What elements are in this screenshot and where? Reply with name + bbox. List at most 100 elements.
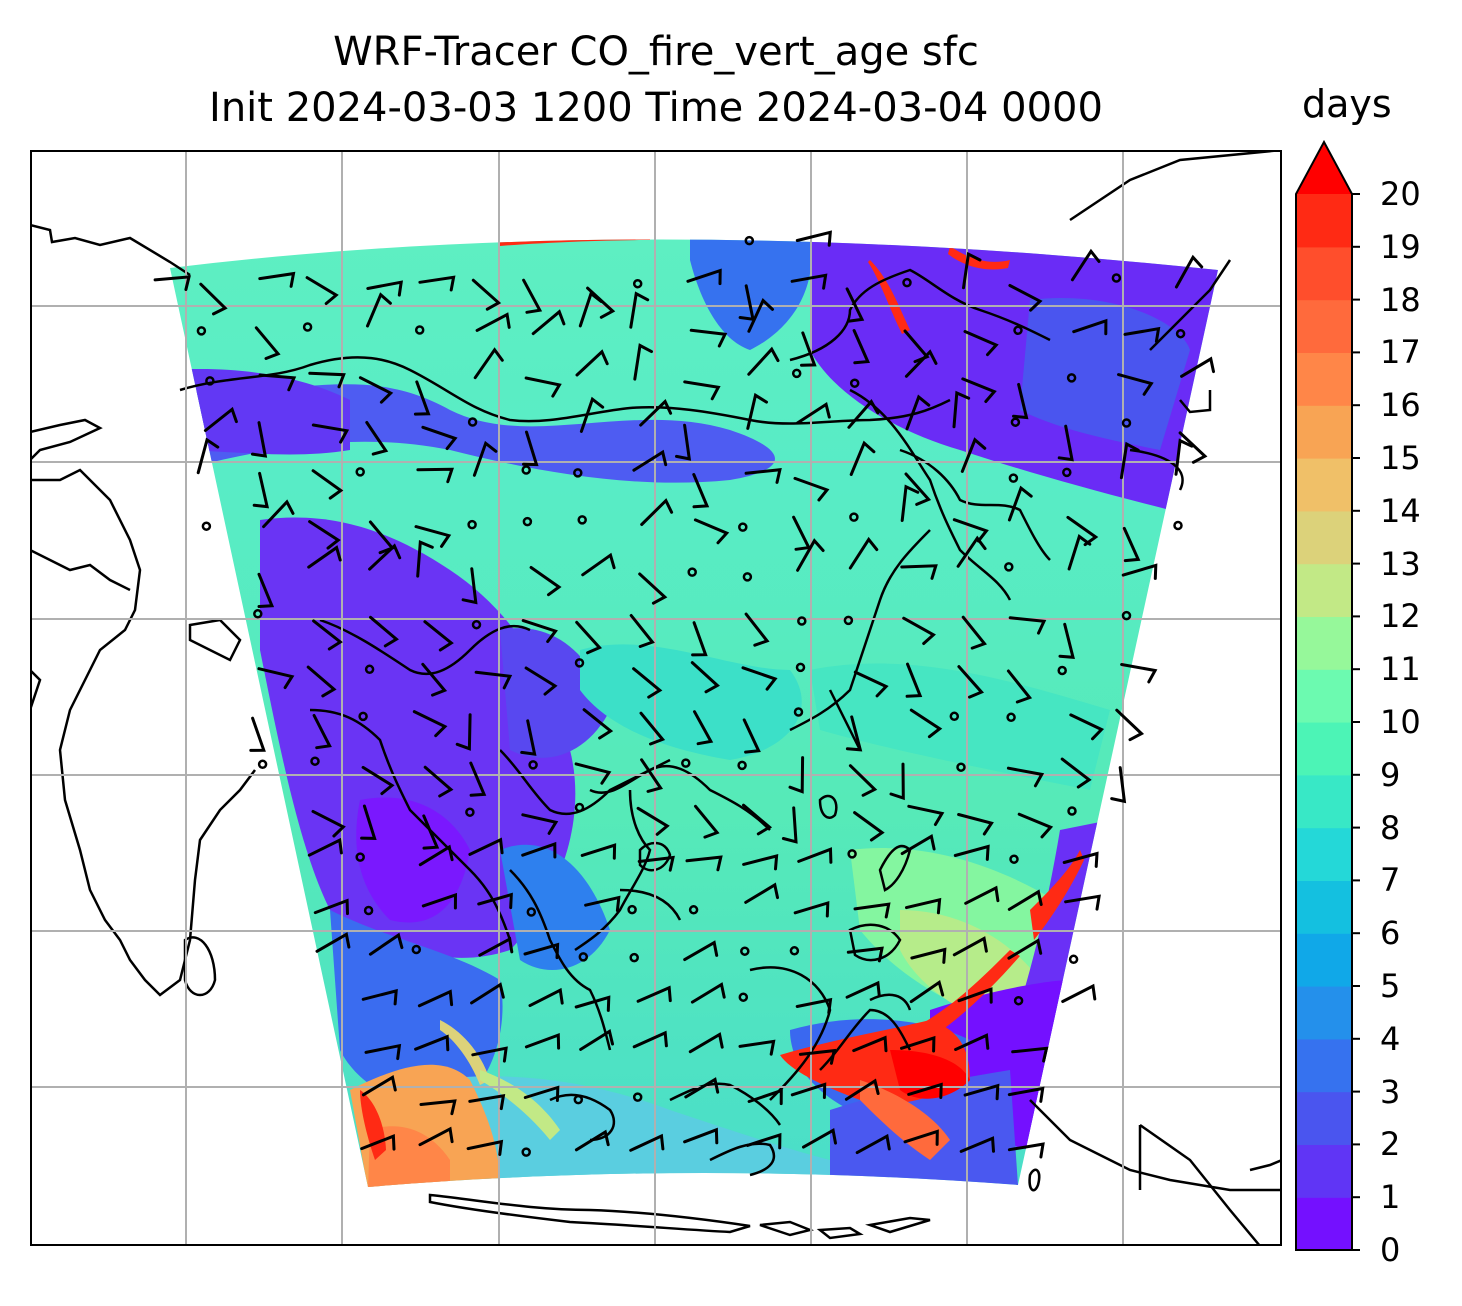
wind-barb: [366, 292, 392, 328]
wind-barb: [416, 540, 434, 578]
wind-barb: [258, 271, 296, 288]
wind-barb: [632, 667, 663, 699]
wind-barb: [472, 440, 498, 477]
wind-barb: [579, 1029, 614, 1051]
wind-barb: [311, 809, 346, 838]
calm-wind-marker: [795, 662, 806, 673]
wind-barb: [368, 543, 402, 571]
wind-barb: [741, 666, 778, 691]
coastlines: [30, 150, 1282, 1246]
calm-wind-marker: [577, 515, 587, 525]
wind-barb: [1007, 1142, 1045, 1159]
colorbar-step: [1296, 194, 1352, 248]
wind-barb: [361, 765, 395, 796]
wind-barb: [639, 711, 666, 746]
wind-barb: [574, 1129, 610, 1152]
wind-barb: [855, 1133, 891, 1155]
colorbar-step: [1296, 246, 1352, 301]
calm-wind-marker: [849, 512, 859, 522]
colorbar-label: days: [1302, 82, 1392, 126]
calm-wind-marker: [574, 802, 585, 813]
colorbar-tick-label: 2: [1380, 1125, 1401, 1164]
wind-barb: [1117, 373, 1154, 396]
wind-barb: [358, 376, 394, 404]
colorbar: [1295, 139, 1360, 1251]
wind-barb: [747, 346, 780, 376]
calm-wind-marker: [1004, 562, 1014, 572]
wind-barb: [802, 1127, 837, 1149]
wind-barb: [468, 837, 504, 856]
wind-barb: [422, 814, 440, 850]
colorbar-tick-label: 11: [1380, 650, 1421, 689]
wind-barb: [199, 282, 228, 316]
wind-barb: [1110, 766, 1127, 804]
wind-barb: [1006, 669, 1033, 704]
calm-wind-marker: [414, 325, 425, 335]
wind-barb: [315, 931, 351, 953]
calm-wind-marker: [1010, 417, 1021, 427]
wind-barb: [368, 932, 404, 956]
calm-wind-marker: [1121, 418, 1132, 428]
wind-barb: [249, 716, 266, 752]
wind-barb: [364, 1043, 402, 1061]
wind-barb: [797, 847, 833, 864]
wind-barb: [416, 467, 454, 484]
wind-barb: [747, 1088, 783, 1106]
colorbar-step: [1296, 458, 1352, 512]
wind-barb: [905, 394, 931, 431]
wind-barb: [203, 406, 238, 432]
wind-barb: [900, 564, 938, 580]
calm-wind-marker: [1013, 995, 1024, 1006]
wind-barb: [574, 762, 612, 785]
calm-wind-marker: [791, 368, 802, 379]
colorbar-tick-label: 1: [1380, 1178, 1401, 1217]
calm-wind-marker: [355, 852, 365, 862]
wind-barb: [961, 377, 997, 403]
wind-barb: [845, 980, 881, 999]
wind-barb: [580, 843, 617, 860]
wind-barb: [793, 900, 830, 918]
colorbar-step: [1296, 669, 1352, 723]
wind-barb: [747, 297, 774, 333]
wind-barb: [636, 806, 670, 836]
wind-barb: [633, 343, 653, 381]
wind-barb: [795, 230, 832, 247]
wind-barb: [848, 764, 878, 797]
wind-barb: [640, 758, 664, 793]
wind-barb: [744, 882, 779, 904]
wind-barb: [746, 392, 768, 430]
wind-barb: [257, 572, 275, 608]
wind-barb: [904, 349, 938, 378]
wind-barb: [744, 612, 770, 647]
wind-barb: [361, 1074, 397, 1097]
wind-barb: [528, 987, 564, 1008]
colorbar-tick-label: 0: [1380, 1231, 1401, 1269]
colorbar-tick-label: 19: [1380, 227, 1421, 266]
wind-barb: [1057, 424, 1074, 462]
wind-barb: [421, 662, 448, 697]
calm-wind-marker: [737, 760, 747, 771]
wind-barb: [910, 947, 947, 964]
wind-barb: [902, 616, 936, 645]
wind-barb: [258, 373, 297, 392]
colorbar-tick-label: 6: [1380, 914, 1401, 953]
wind-barb: [738, 1039, 776, 1056]
wind-barb: [1174, 254, 1204, 289]
wind-barb: [1008, 616, 1047, 635]
wind-barb: [953, 844, 990, 861]
tracer-age-field: [170, 239, 1218, 1188]
calm-wind-marker: [1111, 273, 1122, 283]
calm-wind-marker: [843, 615, 854, 626]
wind-barb: [413, 380, 431, 416]
wind-barb: [308, 520, 341, 550]
wind-barb: [905, 662, 923, 698]
wind-barb: [366, 280, 403, 297]
wind-barb: [1174, 438, 1194, 476]
wind-barb: [1007, 485, 1033, 522]
wind-barb: [952, 936, 988, 957]
wind-barb: [308, 371, 346, 389]
wind-barb: [522, 430, 539, 467]
colorbar-tick-label: 9: [1380, 755, 1401, 794]
wind-barb: [531, 309, 566, 336]
calm-wind-marker: [793, 707, 804, 717]
